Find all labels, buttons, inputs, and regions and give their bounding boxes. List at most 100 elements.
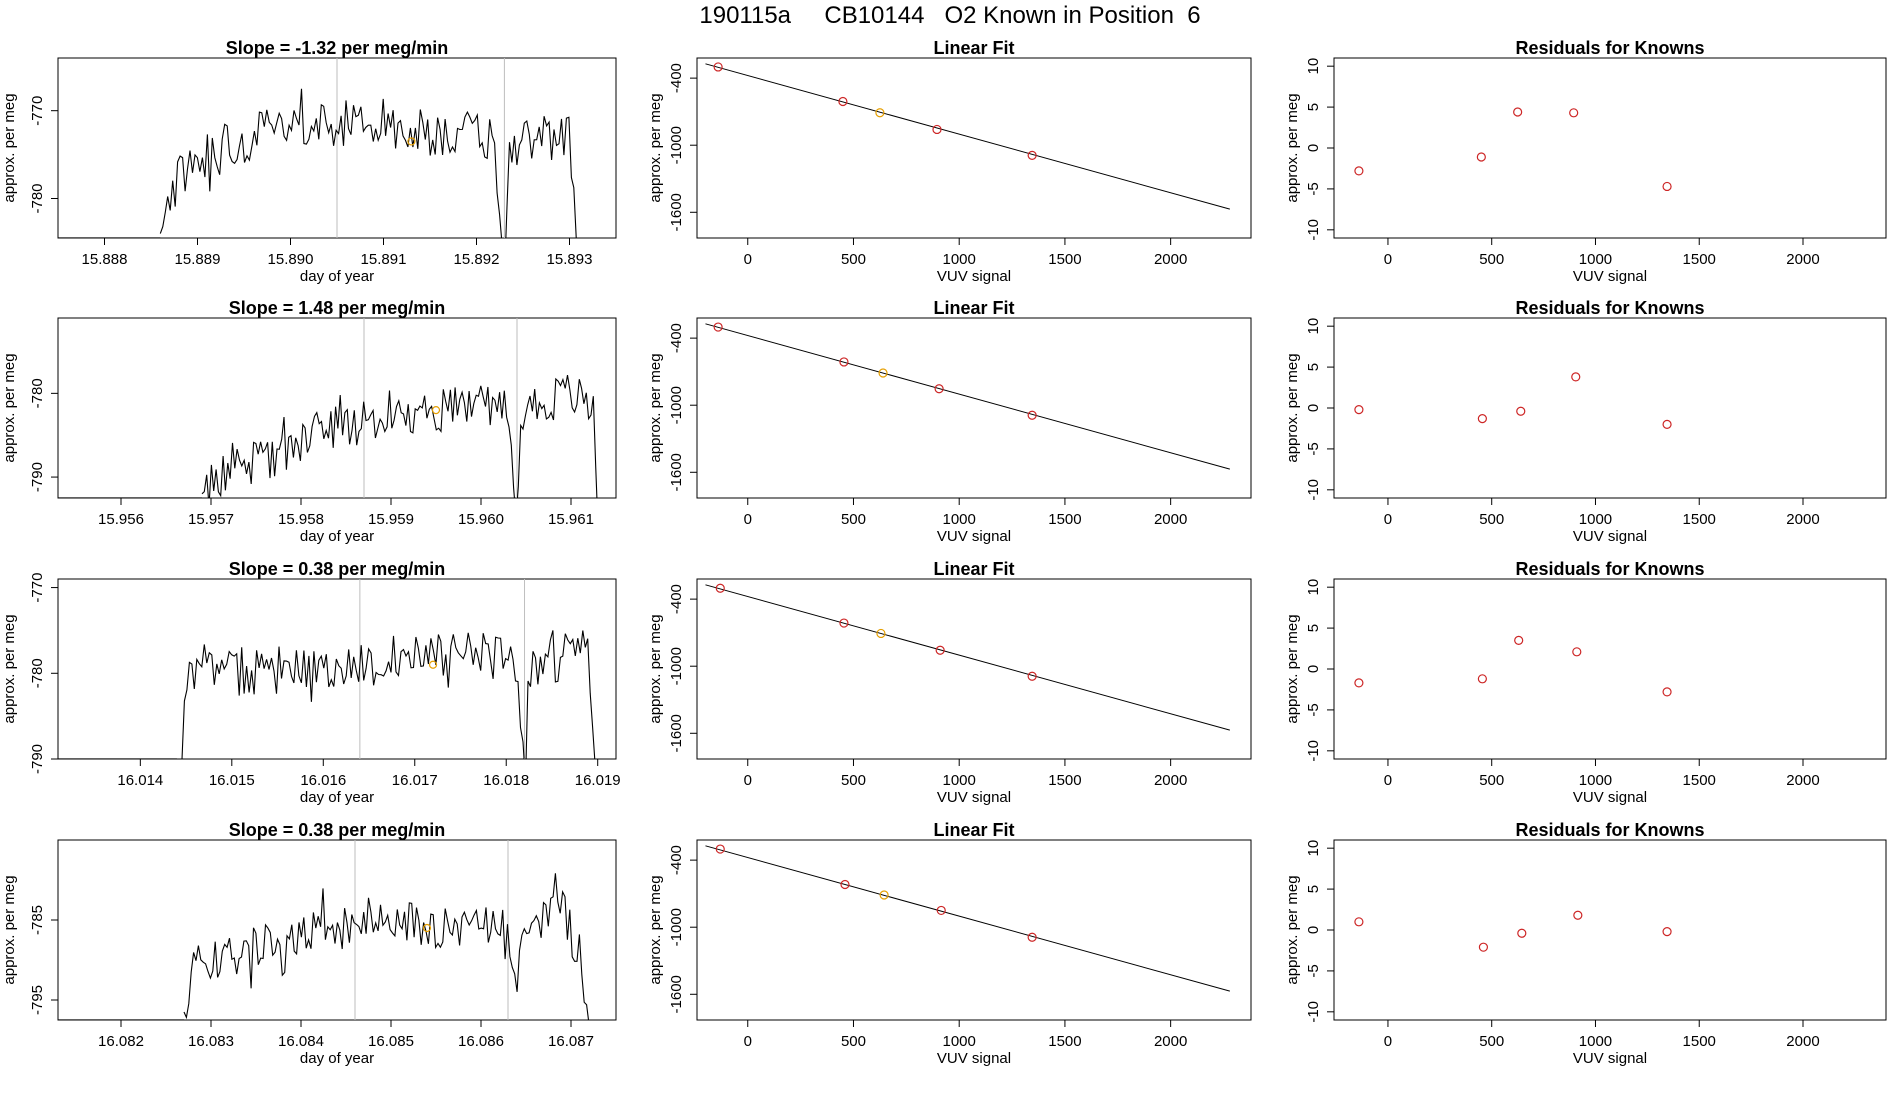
x-tick-label: 0 — [744, 1033, 752, 1050]
x-tick-label: 1500 — [1048, 772, 1081, 789]
y-tick-label: -400 — [668, 584, 685, 614]
fit-data-point — [935, 645, 945, 655]
residuals-panel-3: Residuals for Knowns 0 500 1000 1500 2000 VUV … — [1284, 559, 1887, 806]
x-axis-label: day of year — [300, 789, 374, 806]
residual-point — [1477, 414, 1487, 424]
fit-line — [705, 845, 1230, 992]
residual-point — [1354, 405, 1364, 415]
x-axis-label: VUV signal — [1573, 789, 1647, 806]
x-tick-label: 15.957 — [188, 511, 234, 528]
x-tick-label: 1500 — [1683, 251, 1716, 268]
x-tick-label: 2000 — [1786, 251, 1819, 268]
timeseries-panel-3: Slope = 0.38 per meg/min 16.014 16.015 16.0… — [1, 559, 621, 806]
y-tick-label: -10 — [1305, 479, 1322, 501]
y-tick-label: -10 — [1305, 219, 1322, 241]
y-axis-label: approx. per meg — [1, 353, 18, 462]
plot-area — [705, 583, 1230, 731]
y-tick-label: -770 — [29, 96, 46, 126]
plot-frame — [696, 839, 1252, 1021]
plot-frame — [696, 578, 1252, 760]
y-axis-label: approx. per meg — [1284, 614, 1301, 723]
x-tick-label: 15.958 — [278, 511, 324, 528]
x-tick-label: 1000 — [1579, 772, 1612, 789]
residual-point — [1354, 678, 1364, 688]
y-tick-label: -785 — [29, 905, 46, 935]
x-tick-label: 500 — [841, 772, 866, 789]
x-tick-label: 500 — [841, 1033, 866, 1050]
residual-point — [1662, 419, 1672, 429]
x-axis-label: VUV signal — [1573, 1050, 1647, 1067]
x-tick-label: 1000 — [943, 251, 976, 268]
x-tick-label: 2000 — [1154, 1033, 1187, 1050]
page-title: 190115a CB10144 O2 Known in Position 6 — [699, 2, 1201, 29]
fit-data-point — [838, 96, 848, 107]
plot-area — [58, 318, 598, 498]
x-tick-label: 16.016 — [300, 772, 346, 789]
timeseries-trace — [159, 88, 577, 238]
x-axis-label: day of year — [300, 528, 374, 545]
residual-point — [1662, 687, 1672, 697]
residual-point — [1476, 152, 1486, 162]
fit-data-point — [879, 890, 889, 900]
fit-data-point — [1027, 410, 1037, 420]
plot-area — [1354, 635, 1672, 697]
x-tick-label: 0 — [1384, 772, 1392, 789]
residual-point — [1354, 917, 1364, 927]
timeseries-title: Slope = 1.48 per meg/min — [229, 298, 446, 318]
residual-point — [1477, 674, 1487, 684]
timeseries-trace — [183, 873, 590, 1020]
timeseries-title: Slope = -1.32 per meg/min — [226, 38, 449, 58]
residual-point — [1569, 108, 1579, 118]
x-tick-label: 15.891 — [361, 251, 407, 268]
fit-data-point — [876, 628, 886, 639]
residuals-panel-2: Residuals for Knowns 0 500 1000 1500 2000 VUV … — [1284, 298, 1887, 545]
x-tick-label: 0 — [1384, 511, 1392, 528]
residual-point — [1662, 927, 1672, 937]
fit-title: Linear Fit — [933, 559, 1014, 579]
fit-panel-1: Linear Fit 0 500 1000 1500 2000 VUV signal -400… — [647, 38, 1252, 285]
fit-title: Linear Fit — [933, 298, 1014, 318]
residual-point — [1478, 942, 1489, 952]
x-tick-label: 16.017 — [392, 772, 438, 789]
x-tick-label: 15.893 — [547, 251, 593, 268]
timeseries-title: Slope = 0.38 per meg/min — [229, 820, 446, 840]
x-tick-label: 2000 — [1154, 251, 1187, 268]
y-axis-label: approx. per meg — [1, 93, 18, 202]
timeseries-panel-2: Slope = 1.48 per meg/min 15.956 15.957 15.9… — [1, 298, 617, 545]
x-tick-label: 16.086 — [458, 1033, 504, 1050]
y-tick-label: -780 — [29, 658, 46, 688]
x-tick-label: 0 — [744, 511, 752, 528]
fit-data-point — [715, 844, 725, 854]
x-tick-label: 2000 — [1786, 511, 1819, 528]
y-tick-label: -5 — [1305, 182, 1322, 195]
plot-area — [705, 62, 1230, 210]
residual-point — [1354, 166, 1364, 176]
y-tick-label: 5 — [1305, 363, 1322, 371]
x-tick-label: 1500 — [1683, 511, 1716, 528]
x-tick-label: 1500 — [1048, 511, 1081, 528]
y-tick-label: -5 — [1305, 964, 1322, 977]
timeseries-trace — [201, 375, 598, 498]
y-axis-label: approx. per meg — [1284, 93, 1301, 202]
x-axis-label: VUV signal — [1573, 268, 1647, 285]
fit-data-point — [875, 108, 885, 118]
fit-panel-2: Linear Fit 0 500 1000 1500 2000 VUV signal -400… — [647, 298, 1252, 545]
fit-panel-4: Linear Fit 0 500 1000 1500 2000 VUV signal -400… — [647, 820, 1252, 1067]
y-tick-label: -400 — [668, 63, 685, 93]
residual-point — [1573, 910, 1583, 920]
x-tick-label: 1500 — [1683, 772, 1716, 789]
x-axis-label: VUV signal — [1573, 528, 1647, 545]
x-tick-label: 15.889 — [175, 251, 221, 268]
plot-area — [58, 840, 590, 1020]
y-tick-label: 10 — [1305, 840, 1322, 857]
plot-frame — [696, 57, 1252, 239]
x-tick-label: 0 — [744, 772, 752, 789]
x-tick-label: 15.956 — [98, 511, 144, 528]
fit-data-point — [839, 357, 849, 367]
y-tick-label: 0 — [1305, 926, 1322, 934]
plot-frame — [1333, 317, 1887, 499]
y-tick-label: -1000 — [668, 386, 685, 424]
y-tick-label: 10 — [1305, 58, 1322, 75]
x-tick-label: 15.892 — [454, 251, 500, 268]
x-tick-label: 16.015 — [209, 772, 255, 789]
